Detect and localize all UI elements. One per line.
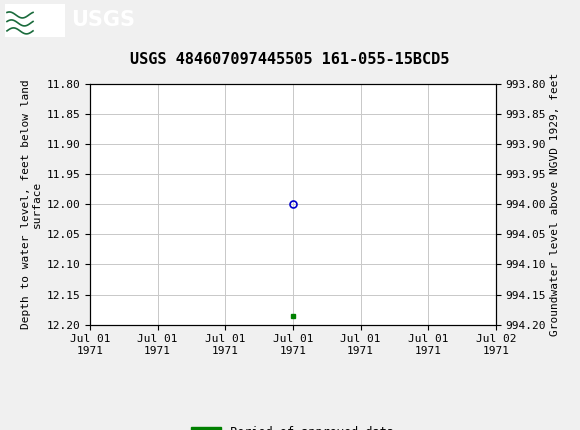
- Text: USGS: USGS: [71, 10, 135, 31]
- Legend: Period of approved data: Period of approved data: [187, 421, 399, 430]
- Y-axis label: Depth to water level, feet below land
surface: Depth to water level, feet below land su…: [21, 80, 42, 329]
- Y-axis label: Groundwater level above NGVD 1929, feet: Groundwater level above NGVD 1929, feet: [550, 73, 560, 336]
- Bar: [5, 4, 65, 37]
- Text: USGS 484607097445505 161-055-15BCD5: USGS 484607097445505 161-055-15BCD5: [130, 52, 450, 67]
